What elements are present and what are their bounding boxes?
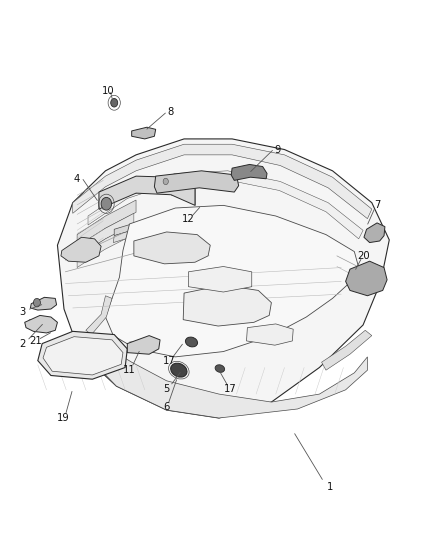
Ellipse shape [185, 337, 198, 347]
Polygon shape [88, 171, 363, 239]
Text: 10: 10 [102, 86, 114, 96]
Polygon shape [114, 219, 341, 274]
Polygon shape [134, 232, 210, 264]
Polygon shape [321, 330, 372, 370]
Text: 2: 2 [19, 338, 26, 349]
Polygon shape [188, 266, 252, 292]
Ellipse shape [171, 363, 187, 377]
Text: 20: 20 [357, 251, 369, 261]
Text: 7: 7 [374, 200, 380, 211]
Polygon shape [247, 324, 293, 345]
Polygon shape [113, 225, 340, 281]
Polygon shape [30, 297, 57, 310]
Polygon shape [88, 341, 367, 418]
Polygon shape [127, 336, 160, 354]
Polygon shape [154, 171, 239, 193]
Circle shape [33, 298, 40, 307]
Polygon shape [231, 165, 267, 180]
Text: 8: 8 [168, 107, 174, 117]
Text: 11: 11 [123, 365, 136, 375]
Polygon shape [57, 139, 389, 418]
Text: 4: 4 [74, 174, 80, 184]
Polygon shape [25, 316, 57, 333]
Polygon shape [43, 337, 123, 375]
Polygon shape [99, 176, 195, 209]
Text: 9: 9 [275, 144, 281, 155]
Text: 12: 12 [182, 214, 195, 224]
Polygon shape [77, 213, 134, 257]
Polygon shape [364, 223, 385, 243]
Polygon shape [61, 237, 101, 262]
Polygon shape [77, 225, 132, 268]
Polygon shape [132, 127, 155, 139]
Text: 3: 3 [19, 306, 26, 317]
Text: 17: 17 [223, 384, 236, 394]
Text: 21: 21 [29, 336, 42, 346]
Circle shape [163, 178, 168, 184]
Circle shape [111, 99, 118, 107]
Text: 6: 6 [163, 402, 170, 413]
Polygon shape [183, 285, 272, 326]
Polygon shape [86, 296, 112, 335]
Ellipse shape [215, 365, 225, 373]
Circle shape [101, 197, 112, 210]
Polygon shape [38, 332, 127, 379]
Polygon shape [346, 261, 387, 296]
Polygon shape [73, 144, 372, 219]
Text: 1: 1 [327, 482, 333, 492]
Text: 5: 5 [163, 384, 170, 394]
Polygon shape [77, 200, 136, 246]
Text: 19: 19 [57, 413, 70, 423]
Text: 17: 17 [162, 356, 175, 366]
Polygon shape [106, 205, 359, 357]
